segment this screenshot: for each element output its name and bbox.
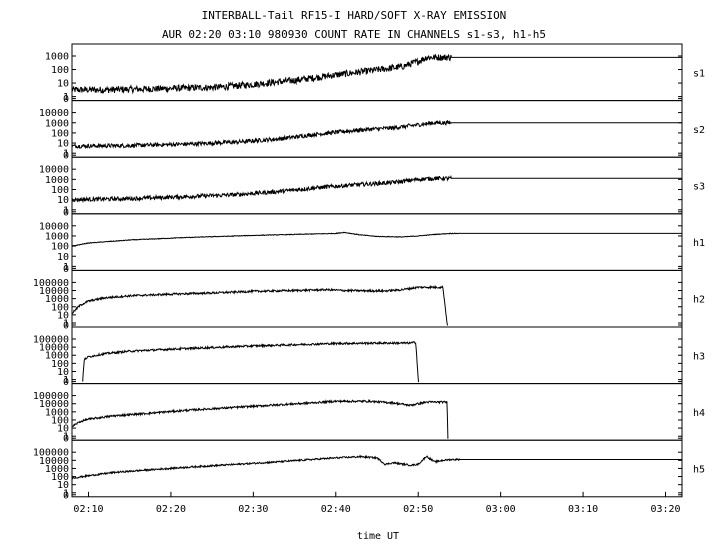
y-tick-label: 100 [51, 359, 69, 370]
y-tick-label: 10 [57, 310, 69, 321]
y-tick-label: 1 [63, 262, 69, 273]
panel-stack: 01101001000s10110100100010000s2011010010… [33, 43, 705, 501]
y-tick-label: 100000 [33, 335, 69, 346]
y-tick-label: 10 [57, 480, 69, 491]
y-tick-label: 1000 [45, 118, 69, 129]
y-tick-label: 10 [57, 367, 69, 378]
trace-h5 [71, 454, 682, 480]
x-tick-label: 03:20 [650, 504, 680, 515]
y-tick-label: 100000 [33, 278, 69, 289]
y-tick-label: 100000 [33, 448, 69, 459]
chart-title: INTERBALL-Tail RF15-I HARD/SOFT X-RAY EM… [202, 9, 507, 22]
y-tick-label: 100 [51, 472, 69, 483]
channel-label-h3: h3 [693, 351, 705, 362]
y-tick-label: 10 [57, 139, 69, 150]
y-tick-label: 1000 [45, 464, 69, 475]
y-tick-label: 1000 [45, 407, 69, 418]
trace-s1 [71, 53, 682, 95]
y-tick-label: 10000 [39, 221, 69, 232]
x-tick-label: 02:10 [73, 504, 103, 515]
y-tick-label: 10 [57, 195, 69, 206]
y-tick-label: 1000 [45, 294, 69, 305]
channel-label-h2: h2 [693, 295, 705, 306]
x-tick-label: 02:20 [156, 504, 186, 515]
y-tick-label: 0 [63, 434, 69, 445]
y-tick-label: 0 [63, 207, 69, 218]
y-tick-label: 0 [63, 377, 69, 388]
channel-label-h1: h1 [693, 238, 705, 249]
channel-label-s1: s1 [693, 68, 705, 79]
y-tick-label: 100 [51, 128, 69, 139]
y-tick-label: 100 [51, 65, 69, 76]
y-tick-label: 1000 [45, 175, 69, 186]
y-tick-label: 1 [63, 375, 69, 386]
y-tick-label: 1 [63, 488, 69, 499]
y-tick-label: 10000 [39, 286, 69, 297]
trace-h2 [71, 284, 448, 326]
y-tick-label: 10 [57, 252, 69, 263]
y-tick-label: 1000 [45, 351, 69, 362]
trace-h3 [82, 340, 419, 383]
y-tick-label: 100 [51, 415, 69, 426]
y-tick-label: 10 [57, 424, 69, 435]
channel-label-h4: h4 [693, 408, 705, 419]
x-tick-label: 03:00 [486, 504, 516, 515]
x-tick-label: 02:50 [403, 504, 433, 515]
y-tick-label: 10000 [39, 343, 69, 354]
trace-s3 [71, 174, 682, 204]
trace-h1 [71, 231, 682, 247]
y-tick-label: 1000 [45, 52, 69, 63]
y-tick-label: 0 [63, 321, 69, 332]
y-tick-label: 1000 [45, 231, 69, 242]
y-tick-label: 0 [63, 490, 69, 501]
y-tick-label: 0 [63, 151, 69, 162]
y-tick-label: 10000 [39, 399, 69, 410]
trace-s2 [71, 119, 682, 149]
y-tick-label: 100 [51, 242, 69, 253]
y-tick-label: 10000 [39, 456, 69, 467]
y-tick-label: 100000 [33, 391, 69, 402]
time-axis: 02:10 02:20 02:30 02:40 02:50 03:00 03:10 03:20 [73, 491, 681, 515]
channel-label-s2: s2 [693, 125, 705, 136]
y-tick-label: 10 [57, 79, 69, 90]
x-axis-label: time UT [357, 531, 399, 542]
y-tick-label: 0 [63, 264, 69, 275]
y-tick-label: 10000 [39, 108, 69, 119]
y-tick-label: 0 [63, 94, 69, 105]
y-tick-label: 10000 [39, 165, 69, 176]
y-tick-label: 1 [63, 205, 69, 216]
y-tick-label: 100 [51, 302, 69, 313]
chart-subtitle: AUR 02:20 03:10 980930 COUNT RATE IN CHA… [162, 28, 546, 41]
x-tick-label: 02:40 [321, 504, 351, 515]
y-tick-label: 1 [63, 92, 69, 103]
x-tick-label: 02:30 [238, 504, 268, 515]
y-tick-label: 1 [63, 432, 69, 443]
channel-label-h5: h5 [693, 465, 705, 476]
y-tick-label: 100 [51, 185, 69, 196]
channel-label-s3: s3 [693, 182, 705, 193]
y-tick-label: 1 [63, 319, 69, 330]
trace-h4 [71, 398, 449, 439]
x-tick-label: 03:10 [568, 504, 598, 515]
y-tick-label: 1 [63, 149, 69, 160]
